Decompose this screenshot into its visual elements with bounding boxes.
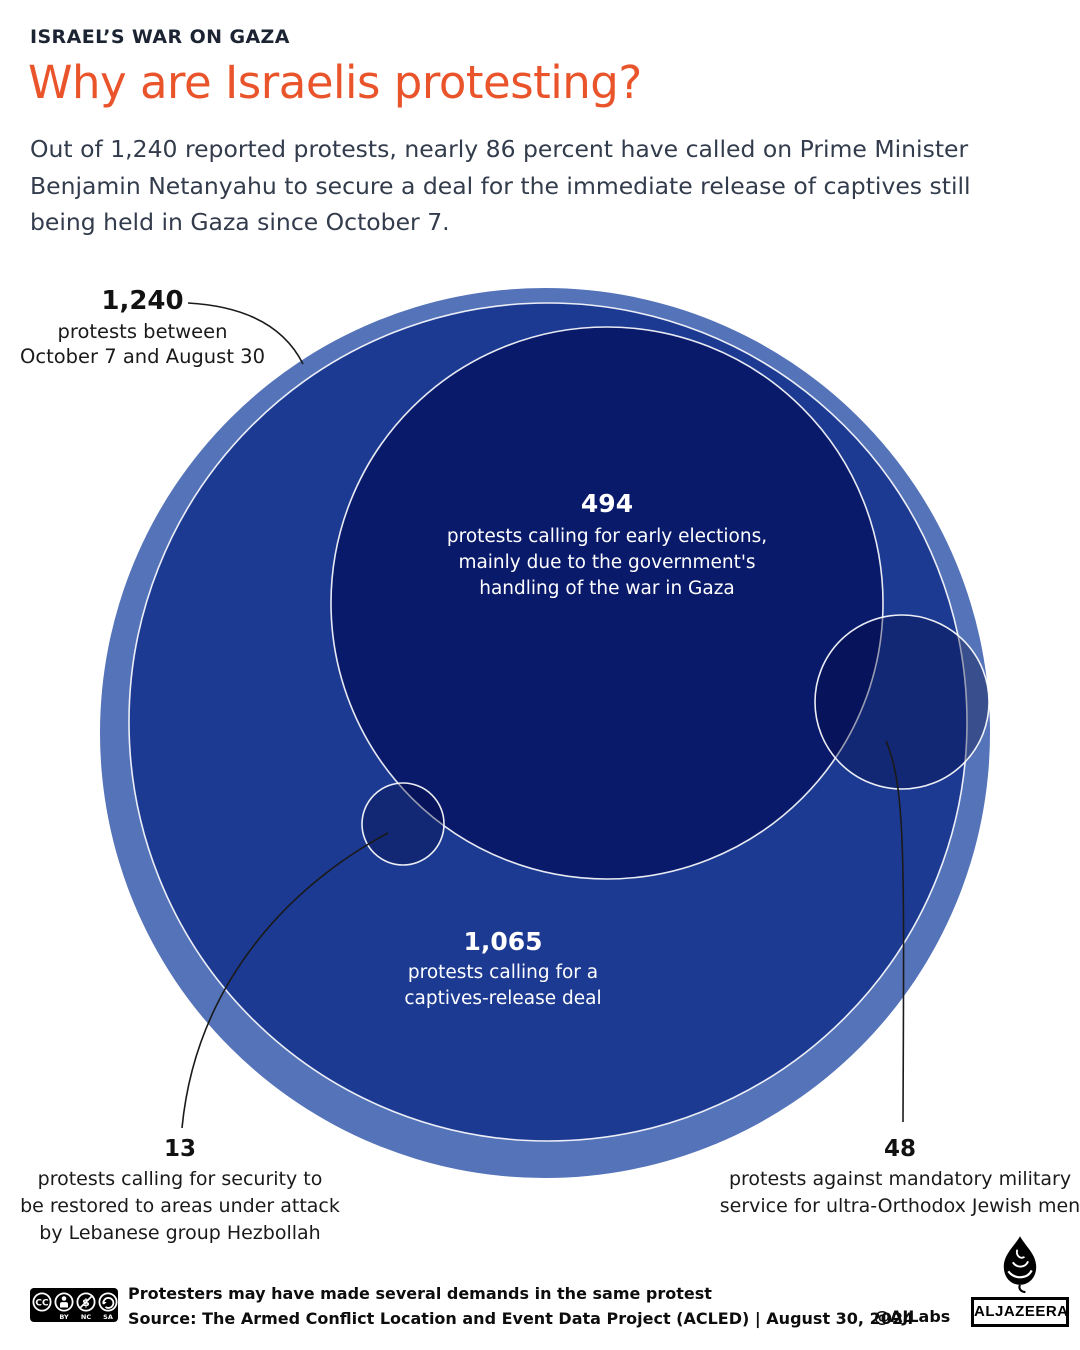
sa-icon bbox=[98, 1292, 118, 1312]
label-captives-value: 1,065 bbox=[463, 927, 543, 956]
credit-ajlabs: @AJLabs bbox=[874, 1307, 951, 1326]
label-captives-line2: captives-release deal bbox=[404, 988, 602, 1009]
footer-note: Protesters may have made several demands… bbox=[128, 1284, 712, 1303]
nc-icon: $ bbox=[76, 1292, 96, 1312]
kicker: ISRAEL’S WAR ON GAZA bbox=[30, 26, 290, 48]
label-military: 48 protests against mandatory military s… bbox=[710, 1136, 1080, 1220]
cc-icon: CC bbox=[32, 1292, 52, 1312]
svg-text:CC: CC bbox=[35, 1298, 49, 1308]
label-elections-value: 494 bbox=[580, 489, 634, 518]
label-total-line1: protests between bbox=[57, 320, 228, 343]
circle-elections bbox=[330, 326, 884, 880]
footer-text: Protesters may have made several demands… bbox=[128, 1283, 914, 1330]
source-line: Source: The Armed Conflict Location and … bbox=[128, 1308, 914, 1330]
label-total: 1,240 protests between October 7 and Aug… bbox=[10, 286, 275, 369]
aljazeera-flame-icon bbox=[1003, 1236, 1037, 1294]
label-hezbollah: 13 protests calling for security to be r… bbox=[10, 1136, 350, 1247]
label-hezbollah-line1: protests calling for security to bbox=[37, 1168, 323, 1190]
page-title: Why are Israelis protesting? bbox=[28, 56, 642, 109]
label-captives-line1: protests calling for a bbox=[407, 962, 599, 983]
label-elections: 494 protests calling for early elections… bbox=[407, 489, 807, 602]
leader-line-military bbox=[885, 740, 905, 1123]
by-icon bbox=[54, 1292, 74, 1312]
source-text: The Armed Conflict Location and Event Da… bbox=[202, 1309, 915, 1328]
cc-license-badge: CC $ BY NC SA bbox=[30, 1288, 118, 1322]
sa-label: SA bbox=[103, 1313, 113, 1321]
leader-line-hezbollah bbox=[181, 832, 389, 1129]
intro-text: Out of 1,240 reported protests, nearly 8… bbox=[30, 135, 971, 237]
nc-label: NC bbox=[81, 1313, 91, 1321]
label-captives: 1,065 protests calling for a captives-re… bbox=[343, 927, 663, 1012]
label-elections-line2: mainly due to the government's bbox=[458, 552, 756, 573]
label-military-line1: protests against mandatory military bbox=[728, 1168, 1072, 1190]
label-elections-line3: handling of the war in Gaza bbox=[479, 578, 735, 599]
circle-hezbollah bbox=[361, 782, 445, 866]
label-hezbollah-line3: by Lebanese group Hezbollah bbox=[39, 1222, 321, 1244]
label-total-value: 1,240 bbox=[101, 286, 184, 316]
source-label: Source: bbox=[128, 1309, 197, 1328]
label-hezbollah-value: 13 bbox=[163, 1136, 196, 1162]
leader-line-total bbox=[187, 302, 304, 365]
aljazeera-wordmark: ALJAZEERA bbox=[971, 1297, 1069, 1327]
label-total-line2: October 7 and August 30 bbox=[20, 345, 265, 368]
circle-military bbox=[814, 614, 990, 790]
label-hezbollah-line2: be restored to areas under attack bbox=[20, 1195, 340, 1217]
label-military-line2: service for ultra-Orthodox Jewish men bbox=[719, 1195, 1080, 1217]
by-label: BY bbox=[59, 1313, 69, 1321]
label-military-value: 48 bbox=[883, 1136, 916, 1162]
label-elections-line1: protests calling for early elections, bbox=[446, 526, 768, 547]
